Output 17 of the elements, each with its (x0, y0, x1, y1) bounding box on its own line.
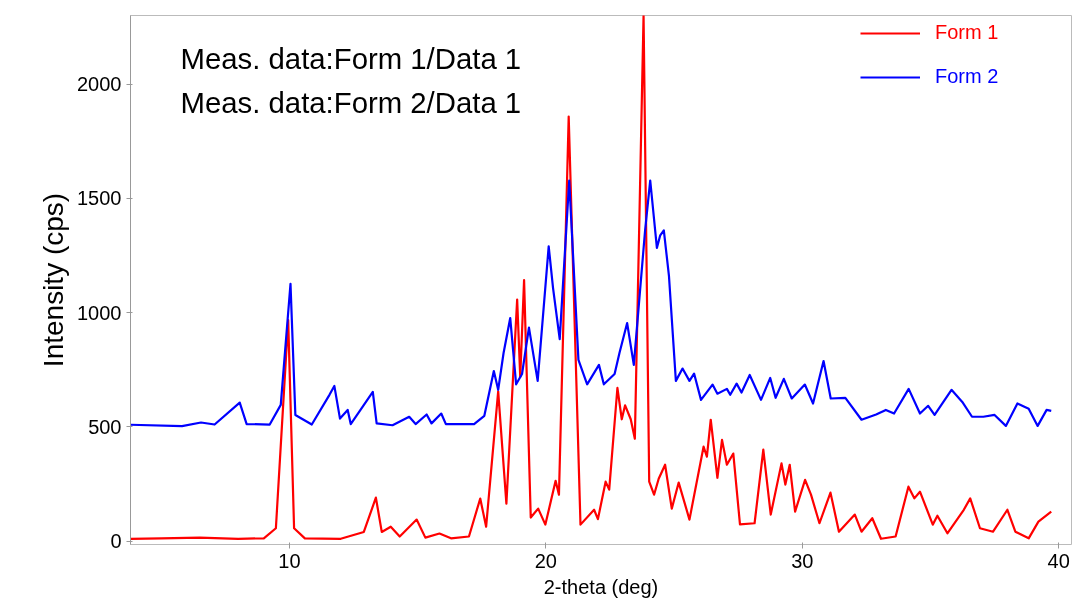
legend-label: Form 1 (935, 21, 999, 44)
x-tick-label: 10 (278, 549, 301, 572)
y-tick-label: 1500 (77, 187, 122, 210)
x-tick-label: 30 (791, 549, 814, 572)
x-tick-label: 40 (1047, 549, 1070, 572)
y-axis-title: Intensity (cps) (38, 192, 70, 368)
y-tick-label: 0 (110, 530, 122, 553)
legend-label: Form 2 (935, 65, 999, 88)
annotation: Meas. data:Form 1/Data 1 (180, 41, 522, 75)
x-tick-label: 20 (534, 549, 557, 572)
y-tick-label: 1000 (77, 301, 122, 324)
annotation: Meas. data:Form 2/Data 1 (180, 85, 522, 119)
line-series (130, 15, 1053, 540)
y-tick-label: 2000 (77, 73, 122, 96)
x-axis-title: 2-theta (deg) (543, 575, 659, 598)
y-tick-label: 500 (88, 415, 122, 438)
line-series (130, 179, 1053, 428)
